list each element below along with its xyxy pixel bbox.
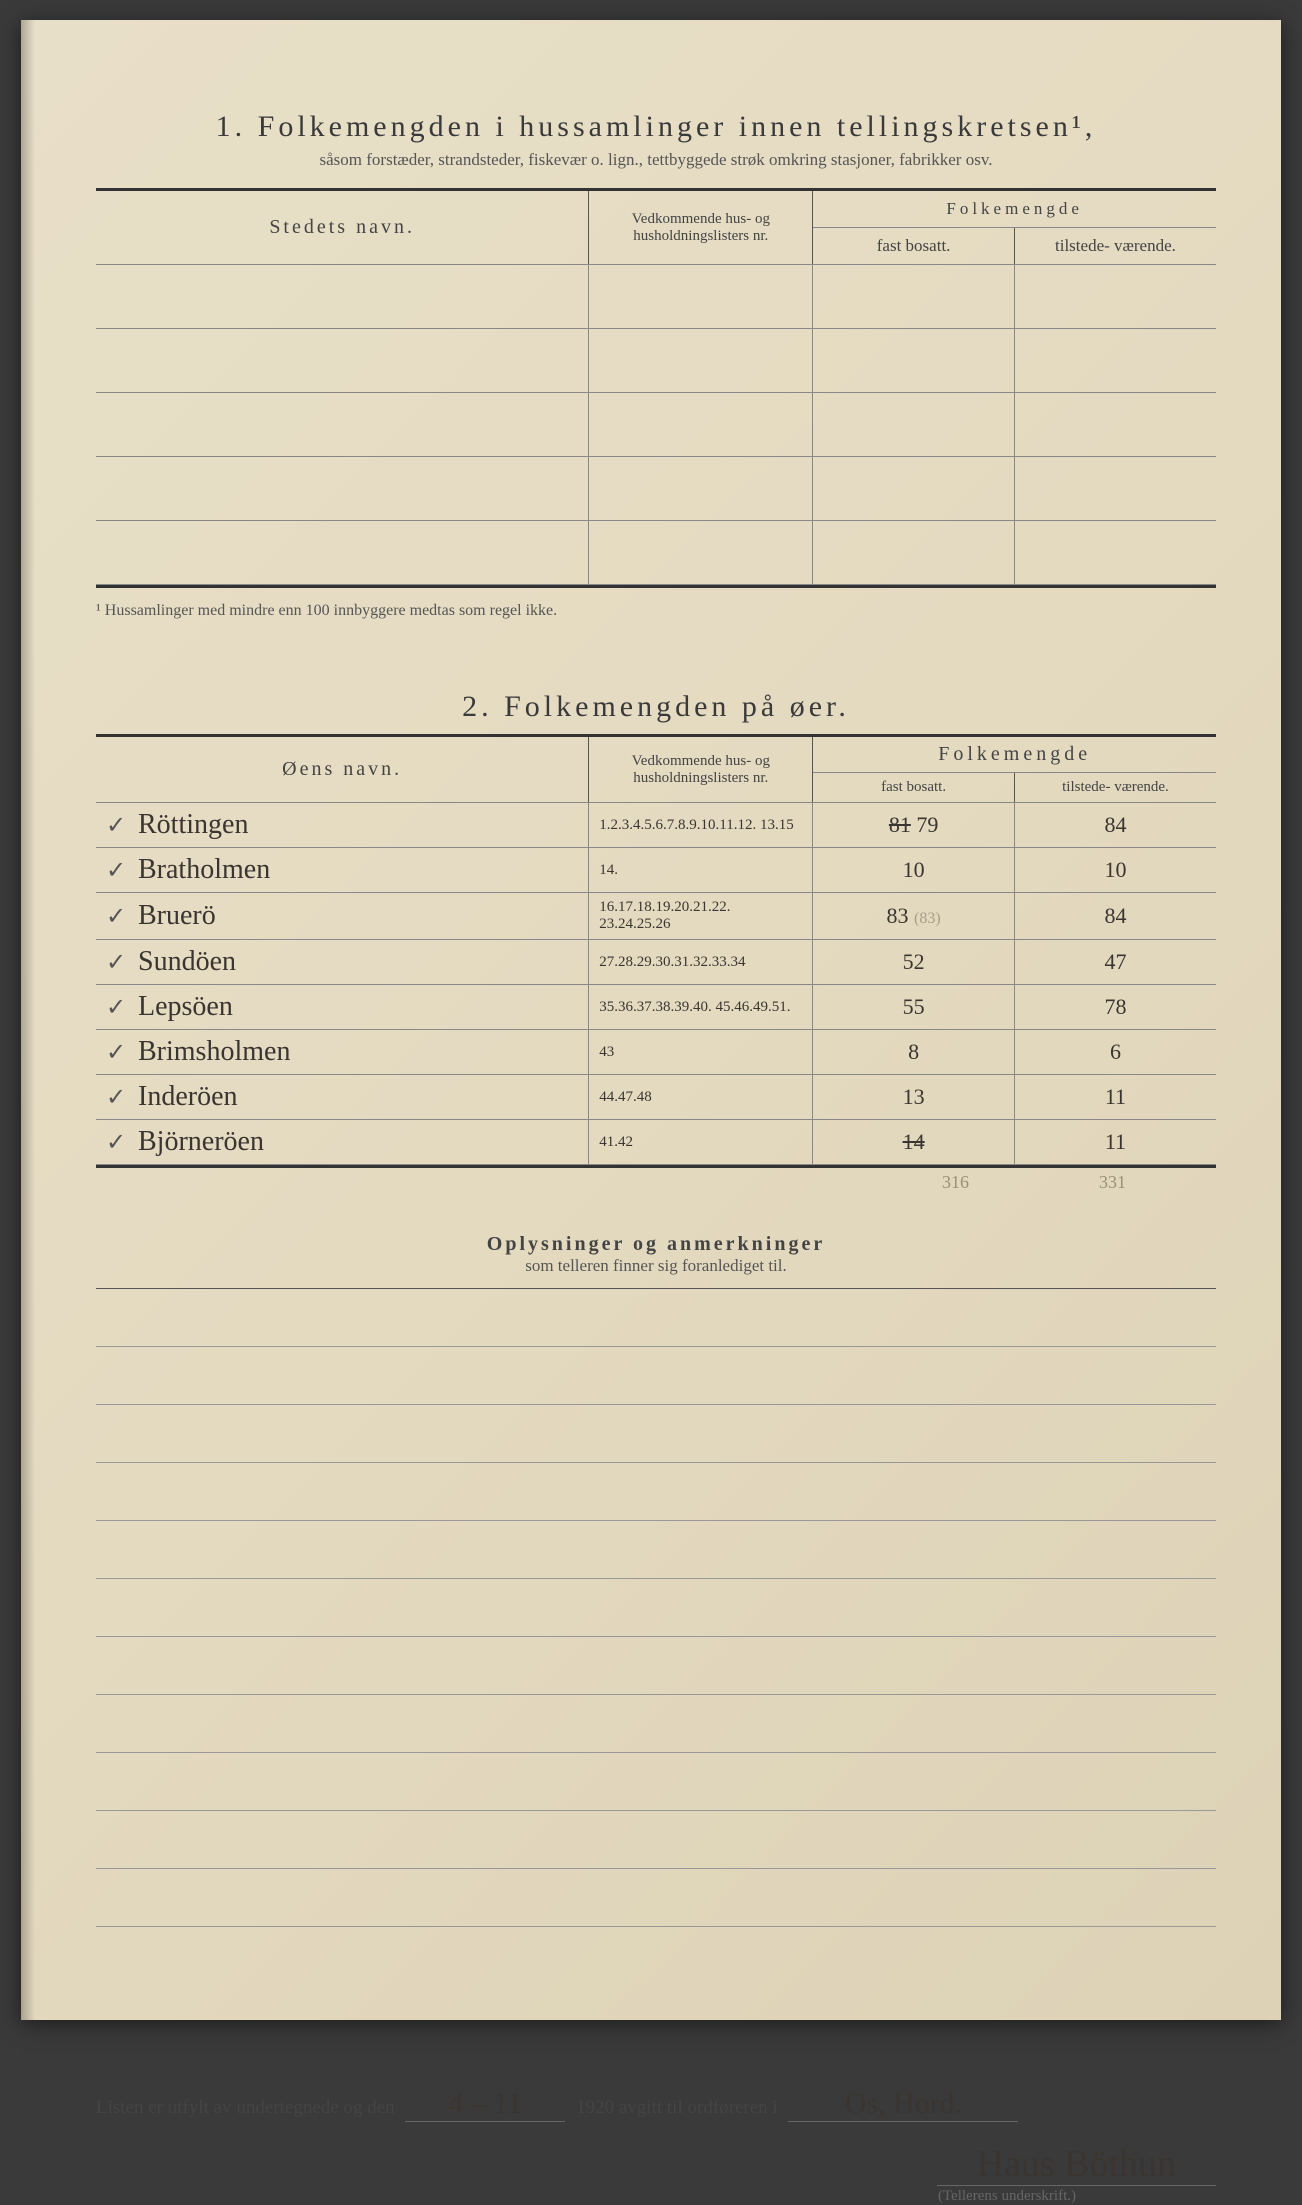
oplys-title: Oplysninger og anmerkninger	[96, 1233, 1216, 1256]
island-name: Lepsöen	[138, 991, 233, 1022]
fast-value: 10	[813, 848, 1015, 893]
table-row	[96, 329, 1216, 393]
island-name: Bratholmen	[138, 854, 270, 885]
oplys-subtitle: som telleren finner sig foranlediget til…	[96, 1256, 1216, 1276]
list-numbers: 41.42	[589, 1120, 813, 1165]
footer-prefix: Listen er utfylt av undertegnede og den	[96, 2097, 395, 2118]
check-mark: ✓	[106, 856, 132, 885]
tilst-value: 47	[1014, 940, 1216, 985]
rule	[96, 1165, 1216, 1168]
document-page: 1. Folkemengden i hussamlinger innen tel…	[21, 20, 1281, 2020]
col-lists: Vedkommende hus- og husholdningslisters …	[589, 191, 813, 265]
tilst-value: 84	[1014, 803, 1216, 848]
list-numbers: 14.	[589, 848, 813, 893]
tilst-value: 10	[1014, 848, 1216, 893]
island-name: Röttingen	[138, 809, 248, 840]
fast-value: 8	[813, 1030, 1015, 1075]
col-tilst: tilstede- værende.	[1014, 228, 1216, 265]
island-name: Sundöen	[138, 946, 236, 977]
table-row: ✓Inderöen 44.47.481311	[96, 1075, 1216, 1120]
check-mark: ✓	[106, 1083, 132, 1112]
island-name: Brimsholmen	[138, 1036, 290, 1067]
col-lists: Vedkommende hus- og husholdningslisters …	[589, 737, 813, 803]
table-row: ✓Björneröen 41.4214 11	[96, 1120, 1216, 1165]
table-row: ✓Lepsöen 35.36.37.38.39.40. 45.46.49.51.5…	[96, 985, 1216, 1030]
footer-place: Os, Hord.	[788, 2087, 1018, 2122]
blank-line	[96, 1405, 1216, 1463]
check-mark: ✓	[106, 811, 132, 840]
footnote: ¹ Hussamlinger med mindre enn 100 innbyg…	[96, 602, 1216, 620]
list-numbers: 1.2.3.4.5.6.7.8.9.10.11.12. 13.15	[589, 803, 813, 848]
col-name: Øens navn.	[96, 737, 589, 803]
list-numbers: 44.47.48	[589, 1075, 813, 1120]
check-mark: ✓	[106, 948, 132, 977]
table-row: ✓Bratholmen14.1010	[96, 848, 1216, 893]
signature: Haus Böthun	[937, 2143, 1217, 2186]
list-numbers: 35.36.37.38.39.40. 45.46.49.51.	[589, 985, 813, 1030]
blank-line	[96, 1637, 1216, 1695]
table-row	[96, 393, 1216, 457]
tilst-value: 11	[1014, 1075, 1216, 1120]
section2-title: 2. Folkemengden på øer.	[96, 690, 1216, 724]
blank-line	[96, 1753, 1216, 1811]
col-group: Folkemengde	[813, 737, 1216, 773]
blank-line	[96, 1695, 1216, 1753]
blank-line	[96, 1811, 1216, 1869]
fast-value: 81 79	[813, 803, 1015, 848]
col-tilst: tilstede- værende.	[1014, 773, 1216, 803]
table-row	[96, 457, 1216, 521]
col-name: Stedets navn.	[96, 191, 589, 265]
table-row: ✓Bruerö 16.17.18.19.20.21.22. 23.24.25.26…	[96, 893, 1216, 940]
col-group: Folkemengde	[813, 191, 1216, 228]
tilst-value: 84	[1014, 893, 1216, 940]
total-tilst: 331	[1099, 1172, 1126, 1193]
footer-date: 4 – 11	[405, 2087, 565, 2122]
table1: Stedets navn. Vedkommende hus- og hushol…	[96, 191, 1216, 585]
fast-value: 14	[813, 1120, 1015, 1165]
total-fast: 316	[942, 1172, 969, 1193]
island-name: Björneröen	[138, 1126, 264, 1157]
blank-line	[96, 1579, 1216, 1637]
table-row	[96, 521, 1216, 585]
list-numbers: 27.28.29.30.31.32.33.34	[589, 940, 813, 985]
tilst-value: 78	[1014, 985, 1216, 1030]
check-mark: ✓	[106, 902, 132, 931]
blank-line	[96, 1869, 1216, 1927]
table-row	[96, 265, 1216, 329]
col-fast: fast bosatt.	[813, 773, 1015, 803]
blank-line	[96, 1347, 1216, 1405]
fast-value: 13	[813, 1075, 1015, 1120]
list-numbers: 16.17.18.19.20.21.22. 23.24.25.26	[589, 893, 813, 940]
blank-area	[96, 1289, 1216, 1927]
table-row: ✓Sundöen 27.28.29.30.31.32.33.345247	[96, 940, 1216, 985]
rule	[96, 585, 1216, 588]
blank-line	[96, 1289, 1216, 1347]
list-numbers: 43	[589, 1030, 813, 1075]
col-fast: fast bosatt.	[813, 228, 1015, 265]
check-mark: ✓	[106, 1038, 132, 1067]
tilst-value: 6	[1014, 1030, 1216, 1075]
blank-line	[96, 1463, 1216, 1521]
table-row: ✓Brimsholmen 4386	[96, 1030, 1216, 1075]
section1-title: 1. Folkemengden i hussamlinger innen tel…	[96, 110, 1216, 144]
fast-value: 83 (83)	[813, 893, 1015, 940]
section1-subtitle: såsom forstæder, strandsteder, fiskevær …	[96, 150, 1216, 170]
check-mark: ✓	[106, 1128, 132, 1157]
signature-label: (Tellerens underskrift.)	[96, 2188, 1216, 2205]
island-name: Inderöen	[138, 1081, 238, 1112]
check-mark: ✓	[106, 993, 132, 1022]
fast-value: 52	[813, 940, 1015, 985]
fast-value: 55	[813, 985, 1015, 1030]
table-row: ✓Röttingen 1.2.3.4.5.6.7.8.9.10.11.12. 13…	[96, 803, 1216, 848]
blank-line	[96, 1521, 1216, 1579]
tilst-value: 11	[1014, 1120, 1216, 1165]
footer-line: Listen er utfylt av undertegnede og den …	[96, 2087, 1216, 2122]
table2: Øens navn. Vedkommende hus- og husholdni…	[96, 737, 1216, 1165]
footer-mid: avgitt til ordføreren i	[619, 2097, 778, 2118]
island-name: Bruerö	[138, 900, 216, 931]
footer-year: 1920	[576, 2097, 614, 2118]
